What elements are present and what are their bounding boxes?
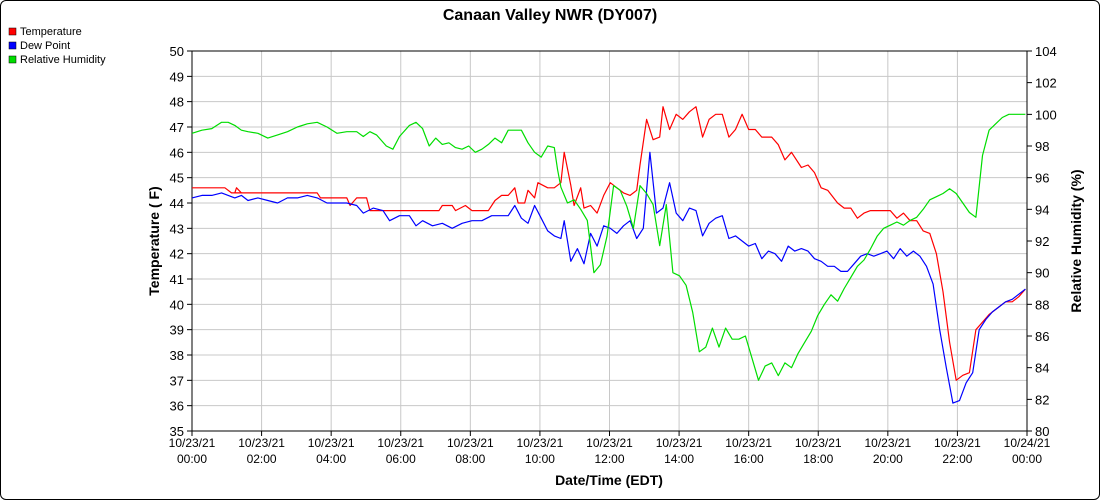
y2-tick-label-0: 80 — [1035, 424, 1049, 439]
y2-tick-label-6: 92 — [1035, 234, 1049, 249]
y2-tick-label-10: 100 — [1035, 107, 1057, 122]
y2-tick-label-11: 102 — [1035, 76, 1057, 91]
x-tick-time-11: 22:00 — [942, 452, 972, 466]
x-tick-time-12: 00:00 — [1012, 452, 1042, 466]
x-tick-time-4: 08:00 — [455, 452, 485, 466]
y-tick-label-2: 37 — [170, 373, 184, 388]
y2-tick-label-4: 88 — [1035, 297, 1049, 312]
x-tick-time-9: 18:00 — [803, 452, 833, 466]
series-line-relative-humidity — [191, 113, 1026, 381]
y-tick-label-12: 47 — [170, 120, 184, 135]
y-tick-label-6: 41 — [170, 272, 184, 287]
x-tick-time-5: 10:00 — [525, 452, 555, 466]
x-tick-date-0: 10/23/21 — [169, 436, 216, 450]
legend-swatch-relative-humidity — [8, 55, 17, 64]
y2-tick-label-8: 96 — [1035, 171, 1049, 186]
y2-tick-label-5: 90 — [1035, 266, 1049, 281]
x-axis-ticks: 10/23/21 00:00 10/23/21 02:00 10/23/21 04:00 1… — [169, 431, 1051, 466]
y2-tick-label-3: 86 — [1035, 329, 1049, 344]
x-tick-date-12: 10/24/21 — [1004, 436, 1051, 450]
y2-tick-label-12: 104 — [1035, 44, 1057, 59]
x-tick-date-3: 10/23/21 — [377, 436, 424, 450]
x-tick-date-5: 10/23/21 — [517, 436, 564, 450]
x-tick-date-6: 10/23/21 — [586, 436, 633, 450]
y-tick-label-13: 48 — [170, 95, 184, 110]
y2-tick-label-1: 82 — [1035, 392, 1049, 407]
x-tick-time-0: 00:00 — [177, 452, 207, 466]
series-line-dew-point — [191, 151, 1026, 404]
y2-tick-label-7: 94 — [1035, 202, 1049, 217]
legend-label-relative-humidity: Relative Humidity — [20, 54, 106, 66]
y-tick-label-1: 36 — [170, 399, 184, 414]
grid — [191, 50, 1028, 432]
y-tick-label-9: 44 — [170, 196, 184, 211]
legend-swatch-temperature — [8, 27, 17, 36]
x-tick-date-8: 10/23/21 — [725, 436, 772, 450]
legend-label-dew-point: Dew Point — [20, 40, 70, 52]
x-axis-title: Date/Time (EDT) — [555, 472, 663, 488]
x-tick-time-10: 20:00 — [873, 452, 903, 466]
series-lines — [191, 106, 1026, 404]
x-tick-date-7: 10/23/21 — [656, 436, 703, 450]
y-tick-label-8: 43 — [170, 221, 184, 236]
x-tick-date-2: 10/23/21 — [308, 436, 355, 450]
chart-title: Canaan Valley NWR (DY007) — [443, 7, 657, 24]
y-tick-label-5: 40 — [170, 297, 184, 312]
x-tick-time-2: 04:00 — [316, 452, 346, 466]
y-tick-label-15: 50 — [170, 44, 184, 59]
y-axis-ticks: 35 36 37 38 39 40 41 42 43 44 45 46 47 48 49 50 — [170, 44, 192, 439]
x-tick-time-1: 02:00 — [247, 452, 277, 466]
series-line-temperature — [192, 106, 1026, 381]
y2-axis-ticks: 80 82 84 86 88 90 92 94 96 98 100 102 104 — [1027, 44, 1057, 439]
y-tick-label-10: 45 — [170, 171, 184, 186]
y-tick-label-14: 49 — [170, 69, 184, 84]
x-tick-date-4: 10/23/21 — [447, 436, 494, 450]
x-tick-date-1: 10/23/21 — [238, 436, 285, 450]
x-tick-time-3: 06:00 — [386, 452, 416, 466]
y-tick-label-0: 35 — [170, 424, 184, 439]
legend-label-temperature: Temperature — [20, 26, 82, 38]
x-tick-date-9: 10/23/21 — [795, 436, 842, 450]
y2-tick-label-9: 98 — [1035, 139, 1049, 154]
y-tick-label-3: 38 — [170, 348, 184, 363]
x-tick-date-11: 10/23/21 — [934, 436, 981, 450]
y-axis-title: Temperature ( F) — [146, 186, 162, 295]
x-tick-time-6: 12:00 — [594, 452, 624, 466]
y-tick-label-4: 39 — [170, 323, 184, 338]
y-tick-label-11: 46 — [170, 145, 184, 160]
y-tick-label-7: 42 — [170, 247, 184, 262]
x-tick-date-10: 10/23/21 — [864, 436, 911, 450]
x-tick-time-8: 16:00 — [734, 452, 764, 466]
x-tick-time-7: 14:00 — [664, 452, 694, 466]
y2-axis-title: Relative Humidity (%) — [1068, 169, 1084, 312]
legend-swatch-dew-point — [8, 41, 17, 50]
legend: Temperature Dew Point Relative Humidity — [8, 26, 106, 66]
y2-tick-label-2: 84 — [1035, 361, 1049, 376]
